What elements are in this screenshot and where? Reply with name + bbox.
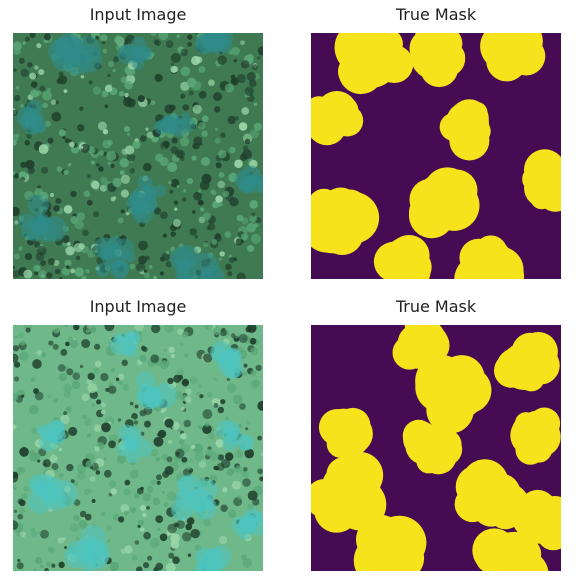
panel-title-input-1: Input Image [13,5,263,24]
input-image-1 [13,33,263,279]
panel-title-mask-1: True Mask [311,5,561,24]
true-mask-1 [311,33,561,279]
tree-crown [195,33,233,55]
panel-title-mask-2: True Mask [311,297,561,316]
input-image-1-canvas [13,33,263,279]
true-mask-2 [311,325,561,571]
true-mask-2-canvas [311,325,561,571]
input-image-2 [13,325,263,571]
mask-crown-region [354,515,427,571]
true-mask-1-canvas [311,33,561,279]
panel-title-input-2: Input Image [13,297,263,316]
input-image-2-canvas [13,325,263,571]
